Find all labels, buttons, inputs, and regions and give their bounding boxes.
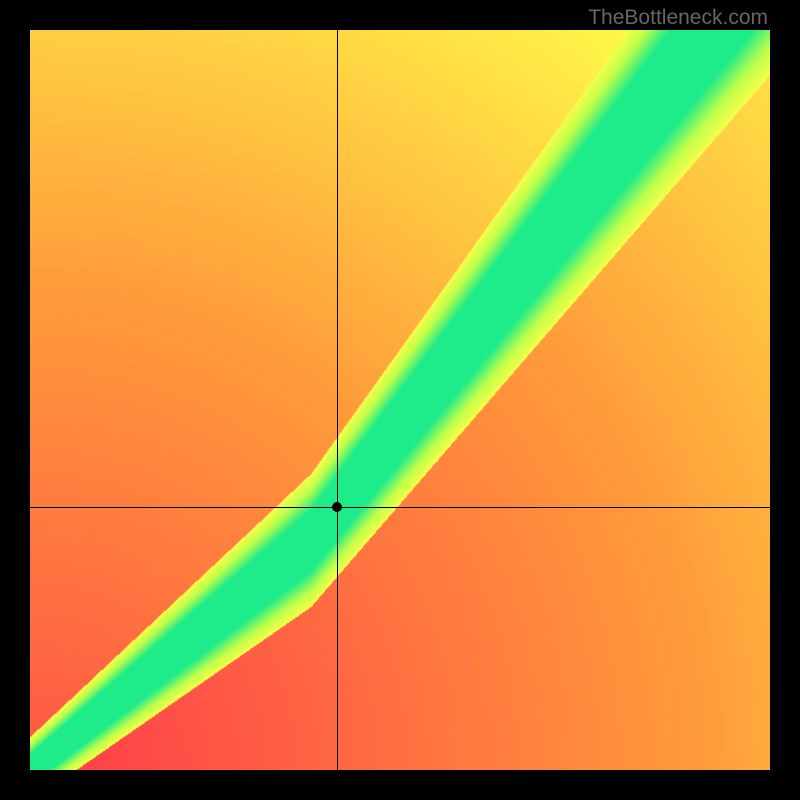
crosshair-horizontal	[30, 507, 770, 508]
watermark-text: TheBottleneck.com	[588, 6, 768, 30]
crosshair-vertical	[337, 30, 338, 770]
crosshair-marker	[332, 502, 342, 512]
heatmap-canvas	[30, 30, 770, 770]
bottleneck-heatmap	[30, 30, 770, 770]
